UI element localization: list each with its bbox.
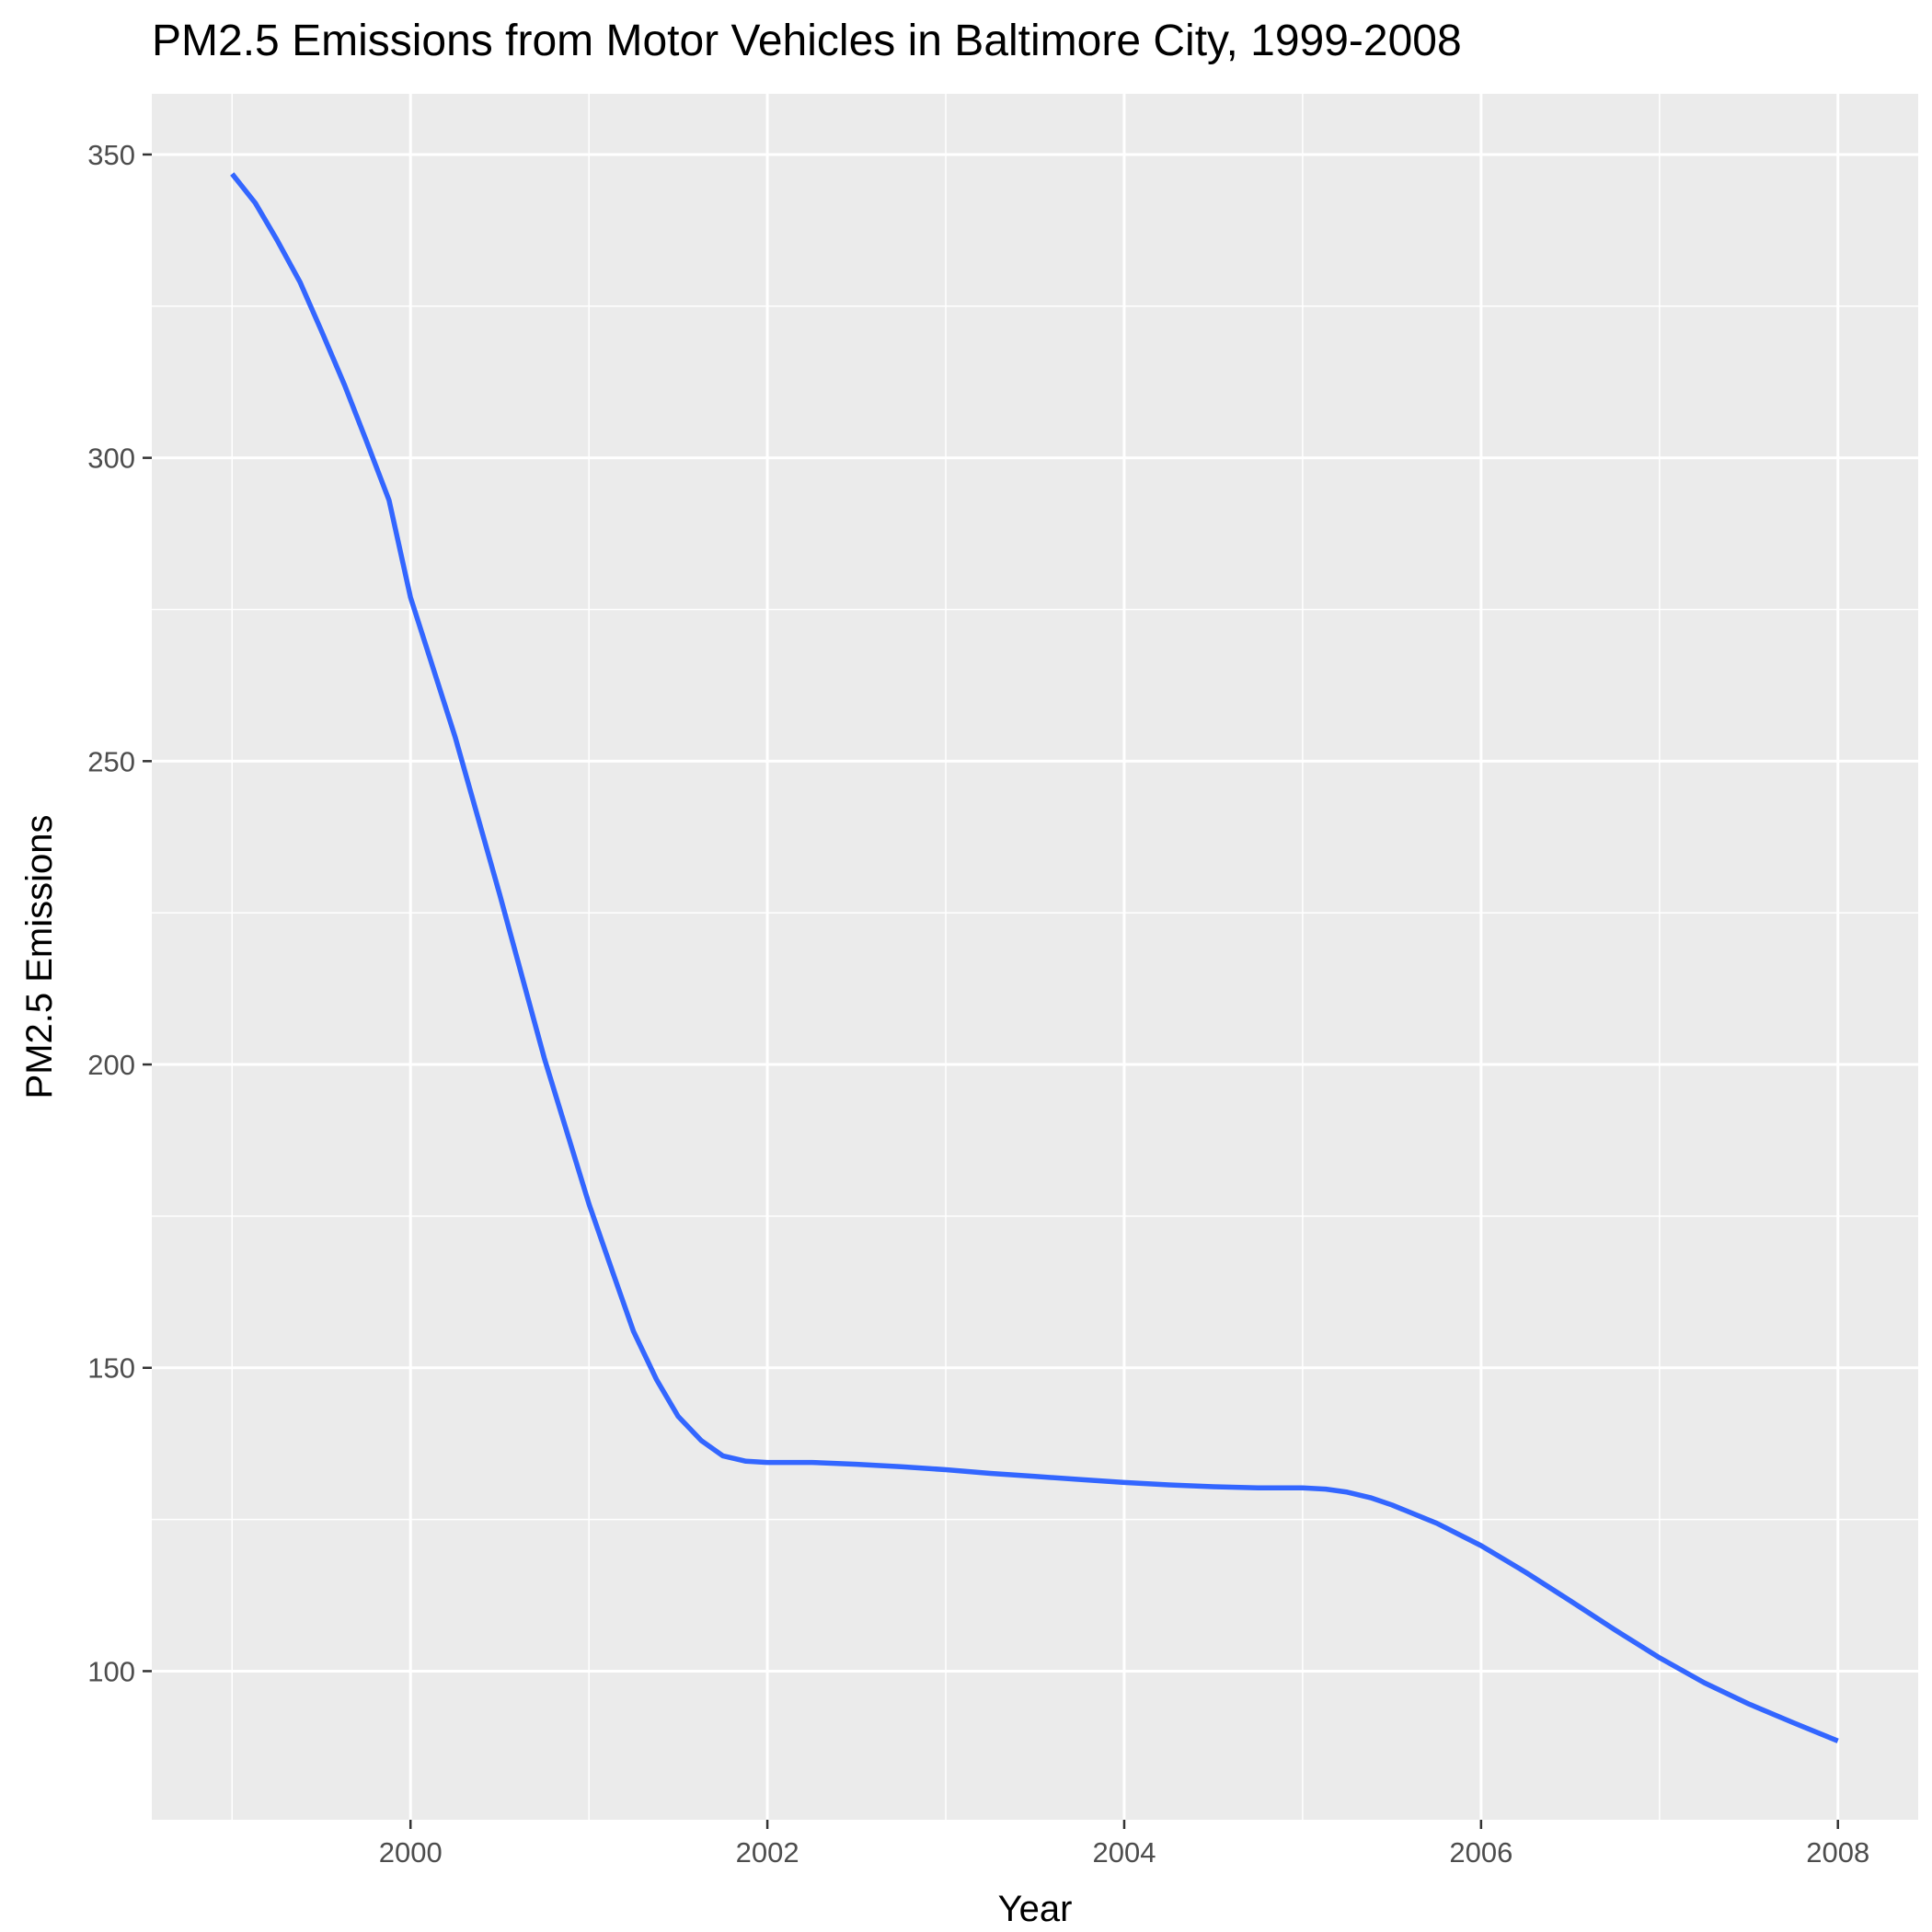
y-tick-label: 100 — [87, 1655, 135, 1687]
y-axis-title: PM2.5 Emissions — [19, 815, 60, 1099]
x-tick-label: 2004 — [1092, 1836, 1156, 1869]
minor-gridlines — [152, 94, 1918, 1820]
series-line — [230, 172, 1839, 1743]
plot-panel — [152, 94, 1918, 1820]
x-axis: 2000 2002 2004 2006 2008 — [379, 1820, 1869, 1869]
x-axis-title: Year — [998, 1889, 1073, 1929]
y-axis: 100 150 200 250 300 350 — [87, 139, 152, 1687]
y-tick-label: 150 — [87, 1352, 135, 1385]
x-tick-label: 2006 — [1449, 1836, 1512, 1869]
y-tick-label: 350 — [87, 139, 135, 171]
major-gridlines — [152, 94, 1918, 1820]
y-tick-label: 200 — [87, 1049, 135, 1081]
x-tick-label: 2008 — [1806, 1836, 1869, 1869]
y-tick-label: 250 — [87, 745, 135, 777]
x-tick-label: 2002 — [736, 1836, 799, 1869]
chart-title: PM2.5 Emissions from Motor Vehicles in B… — [152, 17, 1462, 65]
x-tick-label: 2000 — [379, 1836, 443, 1869]
y-tick-label: 300 — [87, 443, 135, 475]
series-layer — [230, 172, 1839, 1743]
